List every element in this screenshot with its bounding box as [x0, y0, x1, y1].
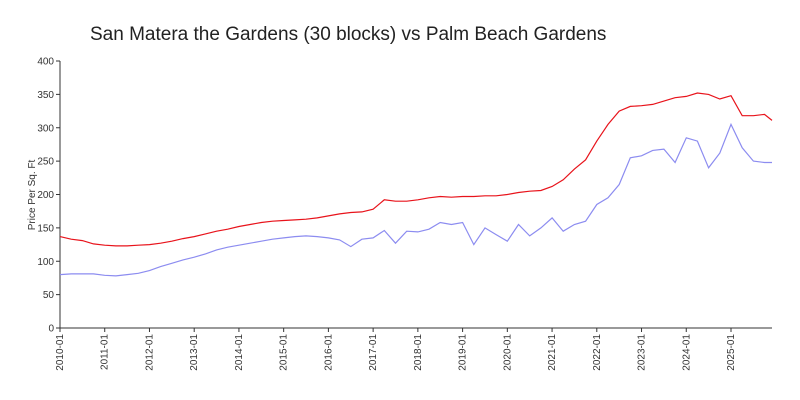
x-tick-label: 2025-01	[726, 334, 737, 371]
x-tick-label: 2011-01	[100, 334, 111, 370]
x-tick-label: 2018-01	[413, 334, 424, 371]
y-tick-label: 50	[43, 290, 55, 301]
y-tick-label: 200	[37, 190, 54, 201]
x-tick-label: 2020-01	[502, 334, 513, 371]
x-tick-label: 2012-01	[144, 334, 155, 371]
y-tick-label: 0	[48, 324, 54, 335]
x-tick-label: 2010-01	[55, 334, 66, 371]
y-tick-label: 250	[37, 157, 54, 168]
series-line	[59, 92, 773, 247]
chart-title: San Matera the Gardens (30 blocks) vs Pa…	[90, 24, 606, 45]
x-tick-label: 2015-01	[279, 334, 290, 371]
series-line	[59, 122, 772, 277]
x-tick-label: 2016-01	[323, 334, 334, 371]
y-tick-label: 400	[37, 57, 54, 68]
y-axis-label: Price Per Sq. Ft	[27, 159, 38, 230]
x-tick-label: 2021-01	[547, 334, 558, 371]
x-tick-label: 2017-01	[368, 334, 379, 371]
x-tick-label: 2013-01	[189, 334, 200, 371]
y-tick-label: 350	[37, 90, 54, 101]
x-tick-label: 2014-01	[234, 334, 245, 371]
y-tick-label: 100	[37, 257, 54, 268]
x-tick-label: 2023-01	[637, 334, 648, 371]
y-tick-label: 150	[37, 223, 54, 234]
x-tick-label: 2019-01	[458, 334, 469, 371]
x-tick-label: 2024-01	[681, 334, 692, 371]
y-tick-label: 300	[37, 123, 54, 134]
x-tick-label: 2022-01	[592, 334, 603, 371]
